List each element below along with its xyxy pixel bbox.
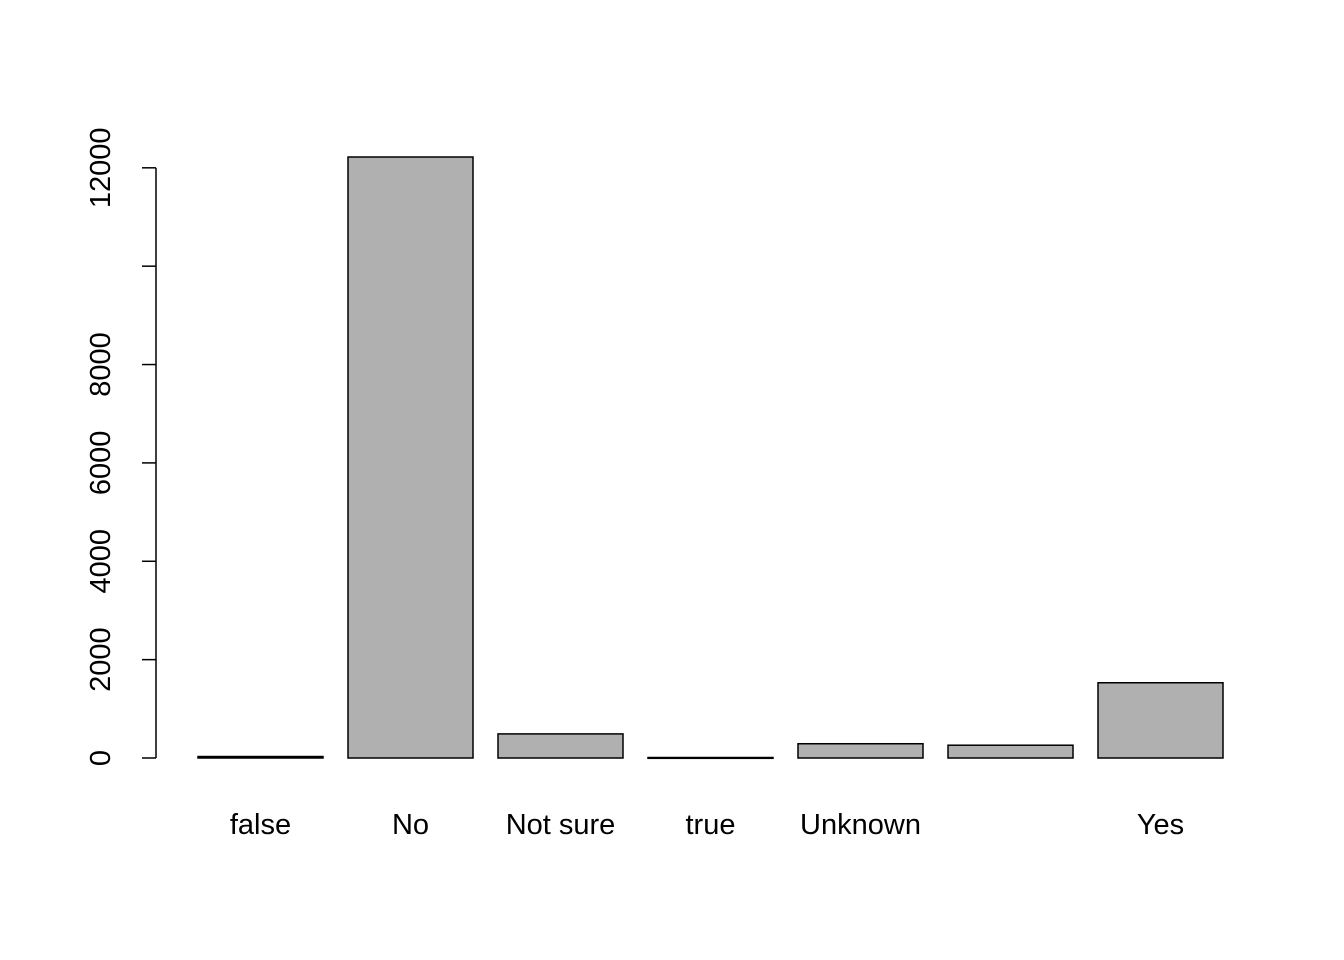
y-tick-label: 4000 bbox=[85, 529, 117, 594]
y-tick-label: 12000 bbox=[85, 127, 117, 208]
bar bbox=[797, 742, 924, 759]
bar bbox=[347, 156, 474, 759]
y-tick-label: 2000 bbox=[85, 627, 117, 692]
bar bbox=[947, 744, 1074, 759]
x-tick-label: false bbox=[230, 809, 291, 841]
bar bbox=[1097, 682, 1224, 759]
bar bbox=[197, 755, 324, 759]
x-axis-labels: false No Not sure true Unknown Yes bbox=[230, 809, 1184, 841]
bars bbox=[197, 156, 1224, 760]
x-tick-label: Unknown bbox=[800, 809, 921, 841]
y-axis: 0 2000 4000 6000 8000 12000 bbox=[85, 127, 157, 766]
y-tick-label: 8000 bbox=[85, 332, 117, 397]
x-tick-label: Yes bbox=[1137, 809, 1184, 841]
bar bbox=[497, 733, 624, 759]
y-tick-label: 0 bbox=[85, 750, 117, 766]
bar bbox=[647, 756, 774, 760]
x-tick-label: Not sure bbox=[506, 809, 616, 841]
x-tick-label: true bbox=[686, 809, 736, 841]
x-tick-label: No bbox=[392, 809, 429, 841]
y-tick-label: 6000 bbox=[85, 431, 117, 496]
